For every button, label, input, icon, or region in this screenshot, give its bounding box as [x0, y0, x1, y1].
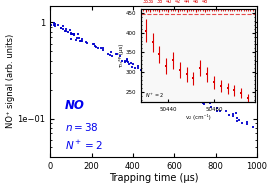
Text: NO: NO [65, 99, 85, 112]
X-axis label: Trapping time (μs): Trapping time (μs) [109, 174, 198, 184]
Y-axis label: NO⁺ signal (arb. units): NO⁺ signal (arb. units) [5, 34, 14, 128]
Text: $n = 38$: $n = 38$ [65, 121, 99, 132]
Text: $N^+ = 2$: $N^+ = 2$ [65, 139, 103, 152]
